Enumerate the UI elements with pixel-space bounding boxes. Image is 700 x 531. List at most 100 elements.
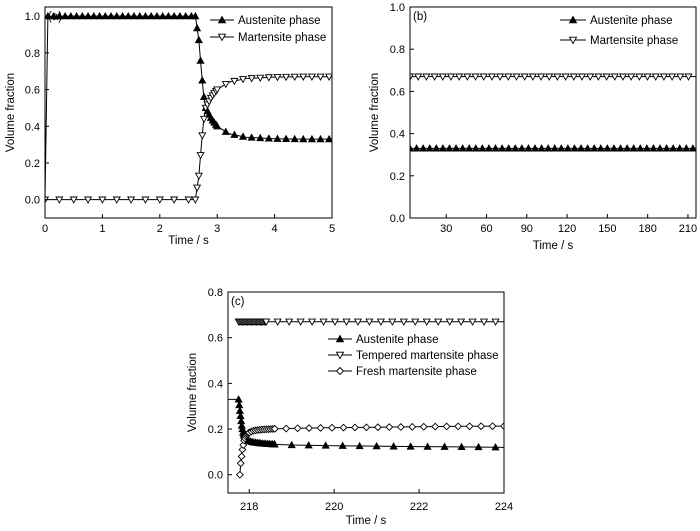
data-point bbox=[61, 11, 70, 20]
plot-frame bbox=[227, 291, 505, 494]
data-point bbox=[517, 144, 526, 152]
data-point bbox=[199, 115, 209, 124]
data-point bbox=[498, 144, 507, 152]
y-tick-label: 0.0 bbox=[25, 195, 40, 207]
x-axis-label: Time / s bbox=[346, 515, 387, 527]
data-point bbox=[576, 144, 586, 152]
data-point bbox=[83, 196, 93, 204]
data-point bbox=[545, 73, 554, 81]
data-point bbox=[399, 318, 408, 326]
data-point bbox=[388, 318, 397, 326]
x-tick-label: 150 bbox=[598, 223, 616, 235]
data-point bbox=[643, 73, 652, 81]
x-tick-label: 210 bbox=[679, 223, 697, 235]
data-point bbox=[55, 196, 64, 204]
data-point bbox=[55, 11, 64, 20]
data-point bbox=[287, 440, 296, 449]
data-point bbox=[285, 318, 294, 326]
data-point bbox=[325, 73, 332, 81]
data-point bbox=[434, 318, 443, 326]
panel-label: (b) bbox=[413, 11, 427, 23]
data-point bbox=[586, 73, 595, 81]
data-point bbox=[659, 73, 668, 81]
data-point bbox=[256, 133, 265, 142]
data-point bbox=[355, 441, 364, 450]
data-point bbox=[362, 423, 371, 432]
data-point bbox=[290, 73, 299, 82]
data-point bbox=[557, 144, 566, 152]
data-point bbox=[235, 400, 244, 409]
data-point bbox=[471, 73, 480, 81]
data-point bbox=[445, 318, 454, 326]
data-point bbox=[308, 318, 317, 326]
data-point bbox=[675, 144, 684, 152]
data-point bbox=[191, 196, 200, 204]
legend: Austenite phase Martensite phase bbox=[560, 15, 678, 47]
data-point bbox=[430, 73, 439, 81]
data-point bbox=[141, 196, 150, 204]
data-point bbox=[256, 74, 265, 83]
data-point bbox=[438, 144, 447, 152]
data-point bbox=[72, 11, 81, 20]
data-point bbox=[158, 11, 167, 20]
data-point bbox=[164, 11, 173, 20]
data-point bbox=[282, 73, 291, 82]
data-point bbox=[530, 144, 540, 152]
data-point bbox=[316, 423, 325, 432]
data-point bbox=[372, 441, 381, 450]
data-point bbox=[618, 73, 628, 81]
data-point bbox=[563, 144, 572, 152]
data-point bbox=[442, 422, 451, 431]
data-point bbox=[408, 422, 417, 431]
data-point bbox=[446, 73, 456, 81]
data-point bbox=[101, 11, 110, 20]
data-point bbox=[496, 73, 505, 81]
y-tick-label: 1.0 bbox=[25, 11, 40, 23]
data-point bbox=[553, 73, 562, 81]
data-point bbox=[479, 318, 489, 326]
data-point bbox=[118, 11, 127, 20]
data-point bbox=[445, 144, 454, 152]
x-tick-label: 224 bbox=[495, 501, 513, 513]
data-point bbox=[410, 73, 415, 81]
data-point bbox=[478, 144, 487, 152]
x-tick-label: 0 bbox=[42, 223, 48, 235]
data-point bbox=[325, 134, 332, 143]
y-axis-label: Volume fraction bbox=[5, 73, 17, 152]
data-point bbox=[438, 73, 447, 81]
data-point bbox=[236, 459, 245, 468]
data-point bbox=[603, 144, 612, 152]
data-point bbox=[487, 73, 496, 81]
y-tick-label: 0.4 bbox=[390, 129, 405, 141]
x-tick-label: 222 bbox=[410, 501, 428, 513]
data-point bbox=[662, 144, 671, 152]
data-point bbox=[95, 11, 104, 20]
data-point bbox=[342, 318, 351, 326]
data-point bbox=[491, 144, 500, 152]
y-tick-label: 0.4 bbox=[208, 378, 223, 390]
plot-frame bbox=[44, 6, 333, 219]
x-tick-label: 3 bbox=[214, 223, 220, 235]
data-point bbox=[465, 144, 474, 152]
data-point bbox=[520, 73, 529, 81]
data-point bbox=[273, 134, 282, 142]
legend-marker bbox=[568, 15, 578, 24]
data-point bbox=[684, 73, 693, 81]
series-line-2 bbox=[239, 425, 504, 475]
data-point bbox=[273, 73, 282, 82]
data-point bbox=[583, 144, 592, 152]
legend-label: Tempered martensite phase bbox=[356, 350, 499, 362]
data-point bbox=[155, 196, 164, 204]
data-point bbox=[396, 423, 405, 431]
data-point bbox=[635, 73, 644, 81]
y-tick-label: 0.0 bbox=[208, 470, 223, 482]
data-point bbox=[307, 73, 316, 81]
data-point bbox=[491, 443, 500, 451]
chart-panel-b: 30 60 90 120 150 180 210 0.0 0.2 0.4 0.6 0.8 1.0 Time… bbox=[369, 2, 697, 252]
x-tick-label: 220 bbox=[325, 501, 343, 513]
data-point bbox=[170, 11, 179, 20]
data-point bbox=[655, 144, 665, 152]
data-point bbox=[682, 144, 691, 152]
data-point bbox=[184, 196, 193, 204]
series-markers-0 bbox=[410, 144, 696, 152]
